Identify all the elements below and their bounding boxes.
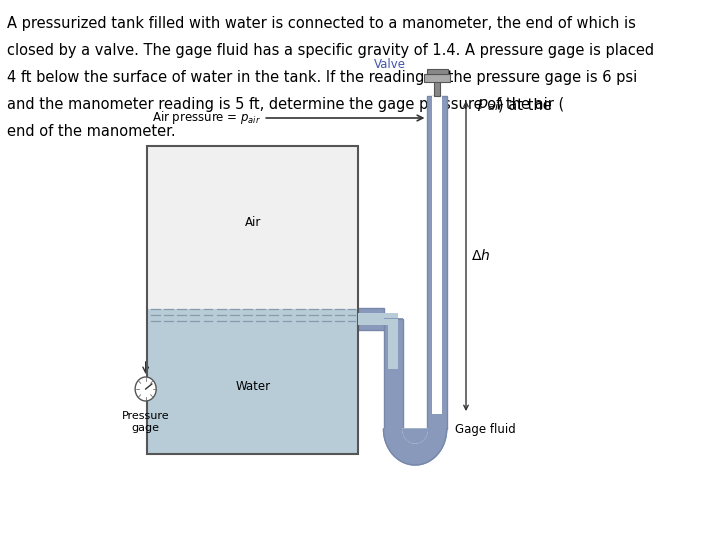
Text: Pressure
gage: Pressure gage [122, 411, 170, 433]
Circle shape [135, 377, 157, 401]
Text: 4 ft below the surface of water in the tank. If the reading of the pressure gage: 4 ft below the surface of water in the t… [7, 70, 637, 85]
Text: A pressurized tank filled with water is connected to a manometer, the end of whi: A pressurized tank filled with water is … [7, 16, 636, 31]
Bar [424, 74, 450, 82]
Bar [432, 96, 443, 414]
Bar [384, 318, 403, 319]
Bar [388, 319, 398, 369]
Text: Air pressure = $p_{air}$: Air pressure = $p_{air}$ [151, 109, 261, 126]
Bar [148, 146, 358, 454]
Text: Gage fluid: Gage fluid [456, 422, 516, 435]
Polygon shape [403, 429, 427, 443]
Text: Water: Water [235, 380, 270, 393]
Bar [388, 369, 398, 429]
Polygon shape [403, 429, 427, 443]
Bar [148, 146, 358, 309]
Bar [384, 319, 403, 429]
Bar [427, 69, 448, 74]
Bar [358, 313, 398, 325]
Bar [427, 96, 447, 429]
Text: end of the manometer.: end of the manometer. [7, 124, 175, 139]
Bar [435, 78, 440, 96]
Text: Valve: Valve [374, 58, 406, 71]
Text: ) at the: ) at the [497, 97, 551, 112]
Text: $\Delta h$: $\Delta h$ [471, 249, 491, 264]
Bar [358, 308, 384, 330]
Text: Air: Air [245, 216, 261, 229]
Text: and the manometer reading is 5 ft, determine the gage pressure of the air (: and the manometer reading is 5 ft, deter… [7, 97, 564, 112]
Text: closed by a valve. The gage fluid has a specific gravity of 1.4. A pressure gage: closed by a valve. The gage fluid has a … [7, 43, 654, 58]
Bar [388, 319, 398, 369]
Bar [148, 309, 358, 454]
Polygon shape [384, 429, 447, 465]
Bar [432, 414, 443, 429]
Text: $p_{air}$: $p_{air}$ [477, 97, 504, 113]
